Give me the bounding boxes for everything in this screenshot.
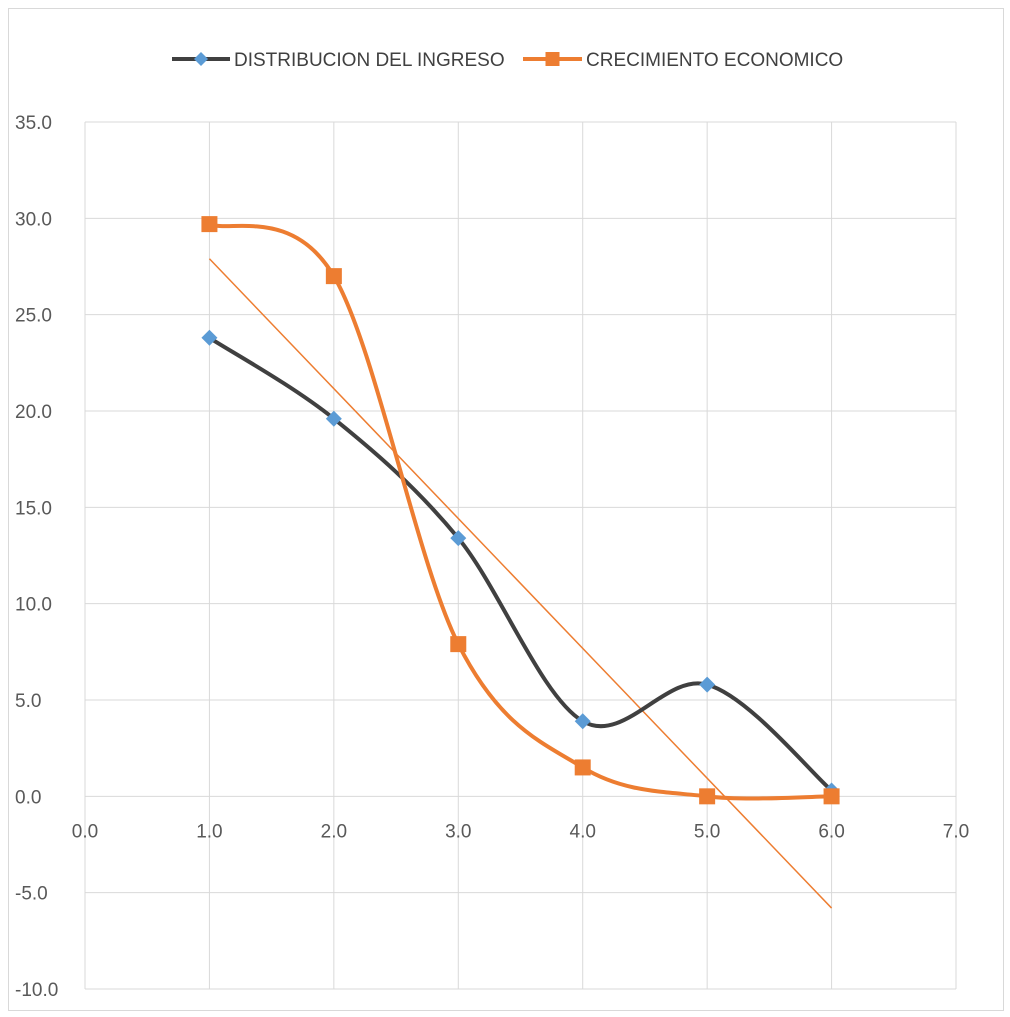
y-axis-labels: 35.0 30.0 25.0 20.0 15.0 10.0 5.0 0.0 -5.0 -10.0 — [15, 113, 58, 1001]
x-tick-label: 6.0 — [818, 821, 844, 842]
y-tick-label: 30.0 — [15, 209, 52, 230]
data-point-square — [201, 216, 218, 233]
data-point-diamond — [201, 329, 218, 346]
y-tick-label: -5.0 — [15, 884, 48, 905]
data-point-square — [574, 759, 591, 776]
data-point-diamond — [450, 530, 467, 547]
y-tick-label: 35.0 — [15, 113, 52, 134]
x-tick-label: 2.0 — [321, 821, 347, 842]
legend-label: CRECIMIENTO ECONOMICO — [586, 50, 843, 71]
x-tick-label: 7.0 — [943, 821, 969, 842]
y-tick-label: 0.0 — [15, 787, 41, 808]
chart-area — [8, 8, 1004, 1011]
trendline-layer — [208, 258, 833, 909]
trendline — [208, 258, 833, 909]
data-point-square — [699, 788, 716, 805]
data-point-diamond — [699, 676, 716, 693]
x-axis-labels: 0.0 1.0 2.0 3.0 4.0 5.0 6.0 7.0 — [72, 821, 969, 842]
data-point-square — [823, 788, 840, 805]
series-line-distribucion-del-ingreso — [208, 336, 833, 793]
data-point-diamond — [574, 713, 591, 730]
x-tick-label: 1.0 — [196, 821, 222, 842]
series-line-crecimiento-economico — [208, 222, 832, 801]
data-point-square — [325, 268, 342, 285]
x-tick-label: 5.0 — [694, 821, 720, 842]
data-point-diamond — [325, 410, 342, 427]
legend-marker-square — [545, 52, 560, 66]
y-tick-label: 5.0 — [15, 691, 41, 712]
x-tick-label: 3.0 — [445, 821, 471, 842]
y-tick-label: 20.0 — [15, 402, 52, 423]
series-layer — [201, 216, 840, 805]
legend: DISTRIBUCION DEL INGRESO CRECIMIENTO ECON… — [172, 50, 843, 71]
legend-label: DISTRIBUCION DEL INGRESO — [234, 50, 505, 71]
y-tick-label: -10.0 — [15, 980, 58, 1001]
y-tick-label: 10.0 — [15, 595, 52, 616]
x-tick-label: 0.0 — [72, 821, 98, 842]
y-tick-label: 15.0 — [15, 498, 52, 519]
x-tick-label: 4.0 — [570, 821, 596, 842]
y-tick-label: 25.0 — [15, 306, 52, 327]
gridlines — [84, 121, 957, 990]
legend-marker-diamond — [194, 52, 208, 66]
data-point-square — [450, 636, 467, 653]
